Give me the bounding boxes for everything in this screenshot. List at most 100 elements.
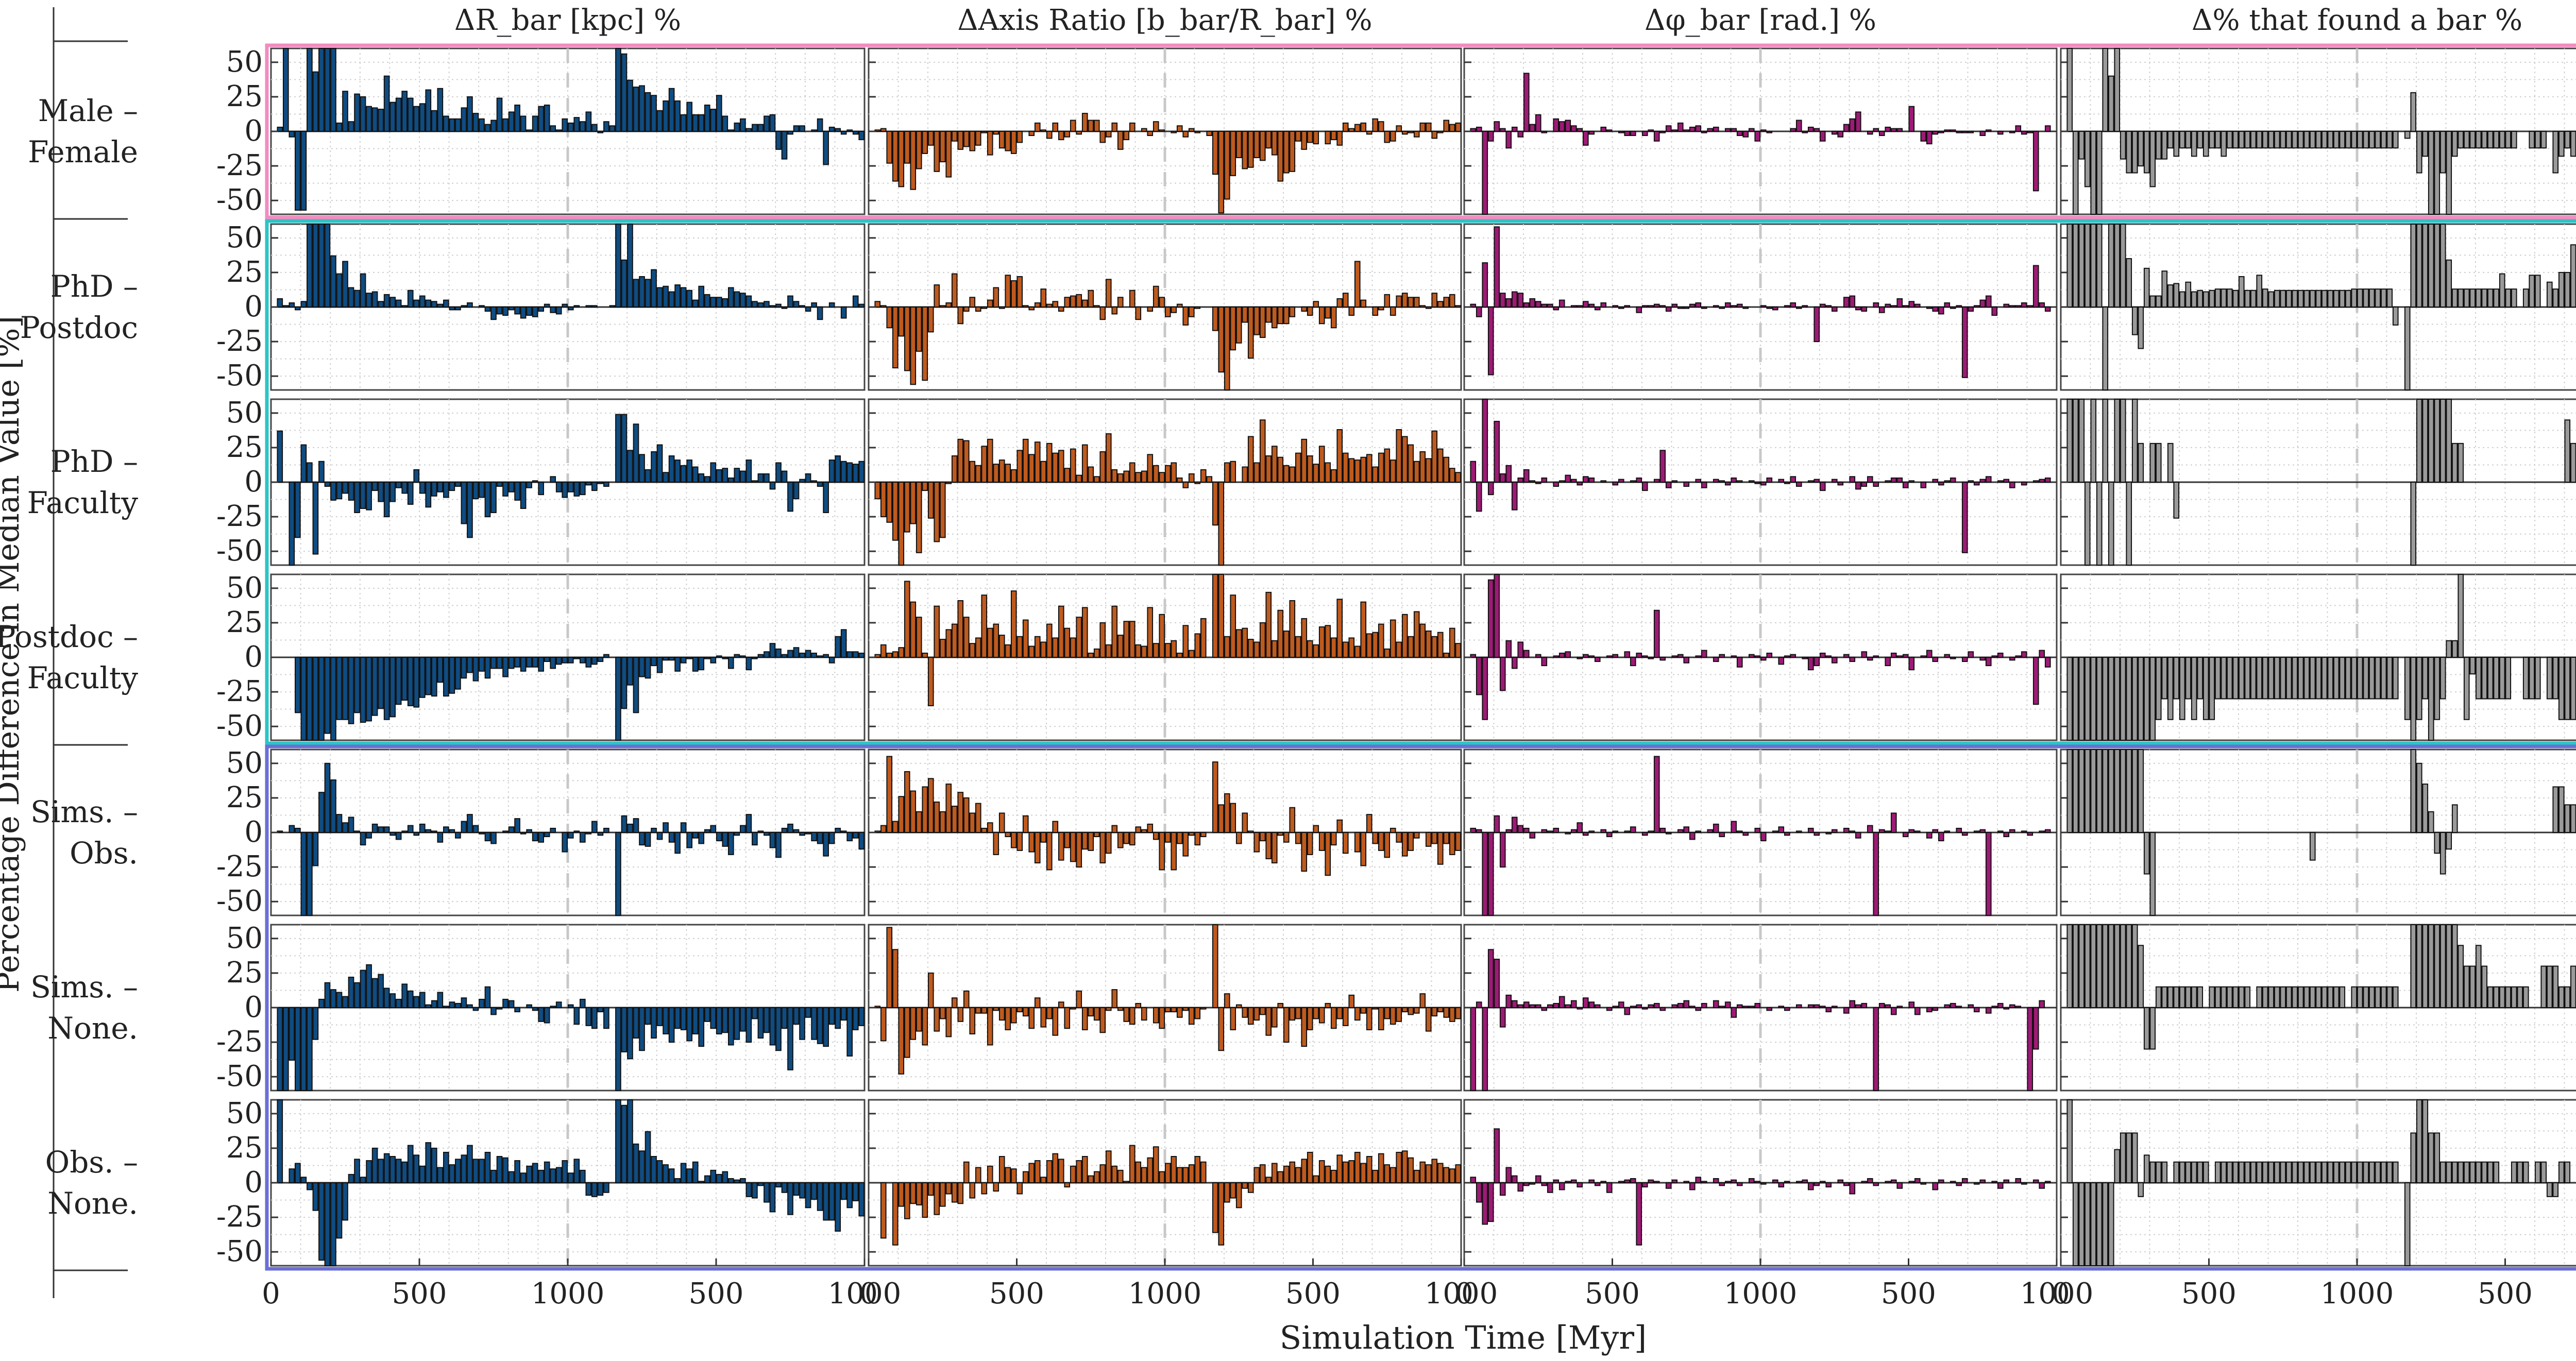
- bar-r2-c0-96: [840, 461, 847, 483]
- bar-r0-c3-43: [2315, 131, 2322, 149]
- bar-r3-c3-46: [2333, 657, 2340, 700]
- x-tick-label-c1-3: 500: [1285, 1277, 1341, 1311]
- bar-r0-c0-56: [603, 121, 609, 132]
- bar-r6-c0-84: [769, 1182, 776, 1213]
- bar-r1-c1-12: [939, 305, 946, 308]
- bar-r5-c1-96: [1437, 1007, 1444, 1013]
- bar-r4-c1-72: [1295, 832, 1301, 844]
- bar-r4-c0-35: [479, 832, 485, 835]
- bar-r5-c1-97: [1443, 1007, 1450, 1018]
- bar-r2-c1-39: [1099, 451, 1106, 483]
- bar-r6-c0-52: [579, 1169, 586, 1184]
- bar-r2-c0-85: [775, 462, 782, 483]
- bar-r3-c1-48: [1153, 643, 1159, 658]
- bar-r2-c2-72: [1890, 477, 1897, 483]
- bar-r3-c2-93: [2015, 655, 2022, 658]
- bar-r6-c2-84: [1961, 1178, 1968, 1183]
- bar-r4-c2-65: [1849, 830, 1856, 833]
- bar-r1-c1-15: [957, 307, 964, 325]
- bar-r6-c2-38: [1689, 1182, 1696, 1190]
- bar-r3-c1-69: [1277, 609, 1284, 658]
- bar-r5-c0-36: [484, 986, 491, 1008]
- bar-r0-c2-11: [1529, 124, 1536, 132]
- bar-r5-c0-89: [799, 1007, 805, 1040]
- bar-r3-c2-92: [2009, 657, 2015, 661]
- bar-r5-c0-98: [852, 1007, 859, 1030]
- bar-r3-c3-4: [2084, 657, 2091, 741]
- bar-r5-c3-45: [2327, 986, 2334, 1008]
- bar-r1-c3-8: [2108, 224, 2114, 308]
- bar-r2-c3-16: [2155, 443, 2162, 483]
- bar-r1-c1-65: [1253, 307, 1260, 335]
- bar-r2-c1-87: [1384, 448, 1391, 483]
- bar-r1-c1-47: [1147, 307, 1154, 312]
- bar-r2-c2-45: [1731, 477, 1737, 483]
- bar-r3-c2-39: [1695, 655, 1702, 658]
- bar-r2-c0-26: [425, 482, 432, 508]
- bar-r1-c2-38: [1689, 303, 1696, 308]
- bar-r3-c1-36: [1081, 607, 1088, 658]
- bar-r0-c2-3: [1482, 131, 1488, 215]
- bar-r5-c0-81: [752, 1007, 758, 1019]
- bar-r4-c1-8: [916, 811, 922, 833]
- y-tick-label-r6-0: 0: [244, 1166, 263, 1199]
- bar-r2-c2-12: [1535, 482, 1541, 484]
- bar-r3-c2-67: [1861, 651, 1868, 658]
- bar-r6-c3-30: [2238, 1161, 2245, 1183]
- bar-r3-c1-38: [1093, 648, 1100, 658]
- bar-r2-c3-67: [2458, 443, 2464, 483]
- bar-r3-c0-58: [615, 657, 621, 741]
- bar-r1-c0-28: [437, 303, 444, 308]
- bar-r3-c2-84: [1961, 657, 1968, 662]
- bar-r3-c3-29: [2232, 657, 2239, 700]
- bar-r4-c0-99: [858, 832, 865, 850]
- bar-r3-c2-78: [1926, 650, 1933, 658]
- bar-r4-c1-22: [998, 812, 1005, 833]
- bar-r1-c1-41: [1111, 307, 1118, 315]
- bar-r1-c0-43: [526, 307, 532, 316]
- bar-r1-c0-73: [704, 294, 710, 308]
- bar-r5-c3-78: [2522, 986, 2529, 1008]
- bar-r1-c1-93: [1419, 305, 1426, 308]
- bar-r2-c0-64: [651, 451, 657, 483]
- bar-r6-c3-14: [2143, 1154, 2150, 1183]
- bar-r1-c1-34: [1070, 295, 1076, 308]
- bar-r1-c3-43: [2315, 290, 2322, 308]
- bar-r0-c1-77: [1325, 131, 1331, 145]
- bar-r2-c3-3: [2078, 399, 2085, 483]
- bar-r2-c1-96: [1437, 448, 1444, 483]
- bar-r5-c0-53: [585, 1007, 592, 1026]
- bar-r0-c0-54: [591, 124, 598, 132]
- bar-r6-c1-16: [963, 1161, 970, 1183]
- bar-r6-c3-33: [2256, 1161, 2263, 1183]
- bar-r2-c1-4: [892, 482, 899, 541]
- bar-r0-c1-34: [1070, 120, 1076, 132]
- bar-r6-c3-7: [2102, 1182, 2109, 1266]
- bar-r6-c0-19: [383, 1153, 390, 1183]
- bar-r0-c0-37: [490, 120, 497, 132]
- bar-r5-c0-64: [651, 1007, 657, 1039]
- bar-r1-c1-27: [1028, 307, 1035, 311]
- bar-r2-c1-79: [1336, 429, 1343, 483]
- bar-r1-c0-15: [360, 273, 366, 308]
- bar-r1-c2-7: [1505, 298, 1512, 308]
- bar-r4-c1-99: [1455, 832, 1462, 851]
- bar-r4-c0-88: [793, 829, 800, 833]
- bar-r6-c0-70: [686, 1168, 692, 1184]
- bar-r1-c3-72: [2487, 288, 2494, 308]
- bar-r6-c3-84: [2558, 1161, 2565, 1183]
- bar-r3-c0-21: [395, 657, 402, 705]
- bar-r6-c0-5: [300, 1177, 307, 1183]
- bar-r4-c1-89: [1396, 832, 1402, 843]
- bar-r6-c2-35: [1671, 1179, 1678, 1183]
- bar-r4-c0-92: [817, 832, 823, 844]
- bar-r3-c2-17: [1565, 651, 1571, 658]
- bar-r3-c3-40: [2297, 657, 2304, 700]
- bar-r6-c1-60: [1224, 1182, 1230, 1203]
- bar-r3-c1-23: [1005, 644, 1011, 658]
- bar-r6-c3-47: [2339, 1161, 2346, 1183]
- bar-r1-c0-2: [282, 305, 289, 308]
- bar-r6-c3-65: [2446, 1161, 2452, 1183]
- bar-r1-c0-63: [645, 279, 651, 308]
- bar-r3-c0-74: [710, 657, 717, 664]
